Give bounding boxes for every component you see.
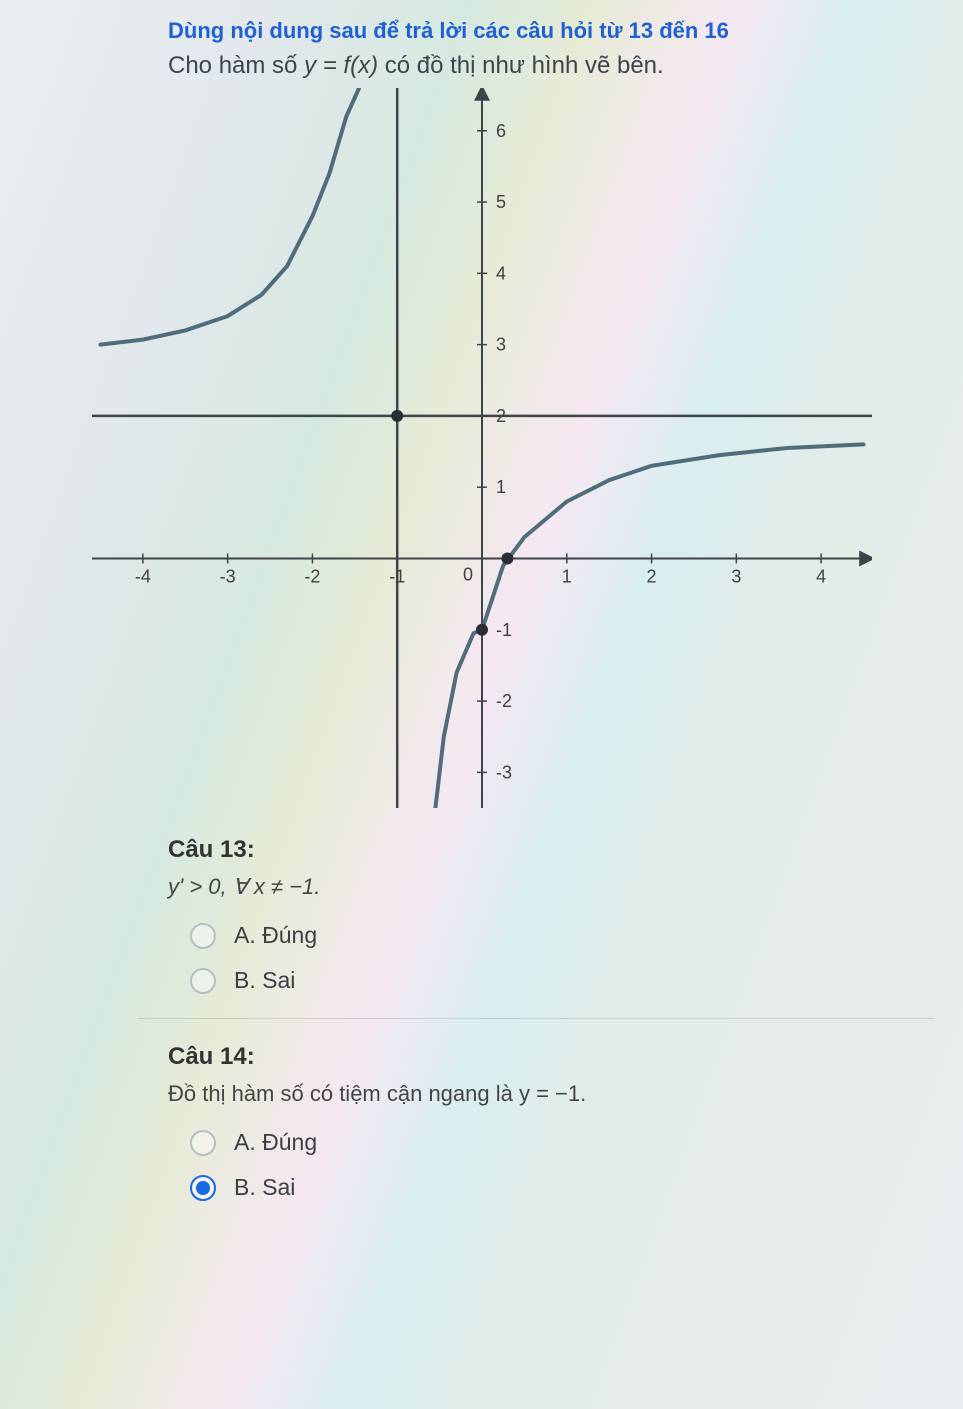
- instruction-text: Dùng nội dung sau để trả lời các câu hỏi…: [168, 18, 935, 44]
- statement-math: y = −1.: [519, 1081, 586, 1106]
- radio-icon: [190, 1130, 216, 1156]
- equation: y = f(x): [304, 52, 378, 79]
- graph-svg: -4 -3 -2 -1 1 2 3 4 -3 -2 -1 1 2 3 4 5 6 0: [92, 88, 872, 808]
- svg-text:2: 2: [496, 406, 506, 426]
- option-label: B. Sai: [234, 967, 295, 994]
- svg-text:-2: -2: [496, 691, 512, 711]
- option-a[interactable]: A. Đúng: [190, 922, 935, 949]
- svg-text:4: 4: [816, 566, 826, 586]
- radio-icon: [190, 923, 216, 949]
- svg-text:-3: -3: [219, 566, 235, 586]
- question-statement: Đồ thị hàm số có tiệm cận ngang là y = −…: [168, 1081, 935, 1107]
- question-14: Câu 14: Đồ thị hàm số có tiệm cận ngang …: [168, 1043, 935, 1201]
- svg-text:-3: -3: [496, 762, 512, 782]
- question-title: Câu 14:: [168, 1043, 935, 1071]
- svg-text:0: 0: [462, 564, 472, 584]
- svg-text:2: 2: [646, 566, 656, 586]
- svg-text:-1: -1: [496, 620, 512, 640]
- svg-text:-4: -4: [134, 566, 150, 586]
- svg-text:4: 4: [496, 263, 506, 283]
- radio-icon: [190, 1175, 216, 1201]
- question-13: Câu 13: y' > 0, ∀ x ≠ −1. A. Đúng B. Sai: [168, 836, 935, 994]
- statement-after: có đồ thị như hình vẽ bên.: [378, 52, 664, 79]
- option-label: B. Sai: [234, 1174, 295, 1201]
- option-label: A. Đúng: [234, 1129, 317, 1156]
- question-statement: y' > 0, ∀ x ≠ −1.: [168, 874, 935, 900]
- svg-text:3: 3: [731, 566, 741, 586]
- svg-text:1: 1: [561, 566, 571, 586]
- problem-statement: Cho hàm số y = f(x) có đồ thị như hình v…: [168, 52, 935, 80]
- svg-text:-2: -2: [304, 566, 320, 586]
- svg-text:6: 6: [496, 121, 506, 141]
- option-b[interactable]: B. Sai: [190, 967, 935, 994]
- option-a[interactable]: A. Đúng: [190, 1129, 935, 1156]
- svg-text:-1: -1: [389, 566, 405, 586]
- statement-before: Cho hàm số: [168, 52, 304, 79]
- svg-text:5: 5: [496, 192, 506, 212]
- svg-text:3: 3: [496, 335, 506, 355]
- option-label: A. Đúng: [234, 922, 317, 949]
- option-b[interactable]: B. Sai: [190, 1174, 935, 1201]
- radio-icon: [190, 968, 216, 994]
- divider: [138, 1018, 935, 1019]
- svg-text:1: 1: [496, 477, 506, 497]
- function-graph: -4 -3 -2 -1 1 2 3 4 -3 -2 -1 1 2 3 4 5 6 0: [28, 88, 935, 808]
- statement-text: Đồ thị hàm số có tiệm cận ngang là: [168, 1081, 519, 1106]
- question-title: Câu 13:: [168, 836, 935, 864]
